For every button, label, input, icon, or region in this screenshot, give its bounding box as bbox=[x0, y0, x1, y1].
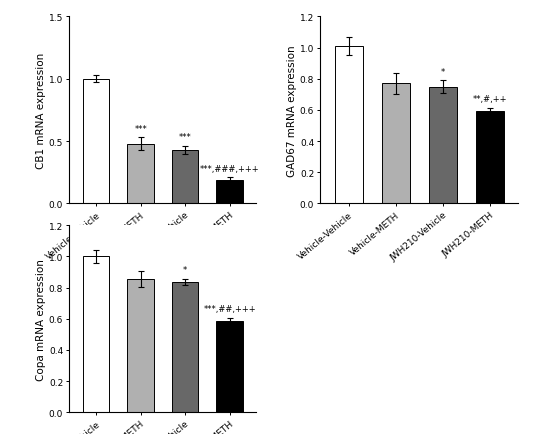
Text: ***: *** bbox=[134, 125, 147, 133]
Y-axis label: Copa mRNA expression: Copa mRNA expression bbox=[36, 258, 46, 380]
Bar bbox=[127, 279, 154, 412]
Bar bbox=[216, 321, 243, 412]
Bar bbox=[216, 181, 243, 204]
Bar bbox=[172, 151, 199, 204]
Bar bbox=[127, 144, 154, 204]
Text: ***,##,+++: ***,##,+++ bbox=[203, 305, 256, 313]
Text: *: * bbox=[441, 67, 445, 76]
Bar bbox=[476, 112, 504, 204]
Bar bbox=[382, 84, 410, 204]
Y-axis label: CB1 mRNA expression: CB1 mRNA expression bbox=[36, 53, 46, 169]
Bar bbox=[334, 47, 363, 204]
Text: *: * bbox=[183, 266, 187, 275]
Text: ***: *** bbox=[179, 133, 192, 142]
Bar bbox=[83, 79, 109, 204]
Text: ***,###,+++: ***,###,+++ bbox=[200, 164, 260, 173]
Text: **,#,++: **,#,++ bbox=[473, 95, 507, 104]
Bar bbox=[83, 257, 109, 412]
Bar bbox=[172, 283, 199, 412]
Bar bbox=[429, 87, 457, 204]
Y-axis label: GAD67 mRNA expression: GAD67 mRNA expression bbox=[287, 45, 297, 176]
